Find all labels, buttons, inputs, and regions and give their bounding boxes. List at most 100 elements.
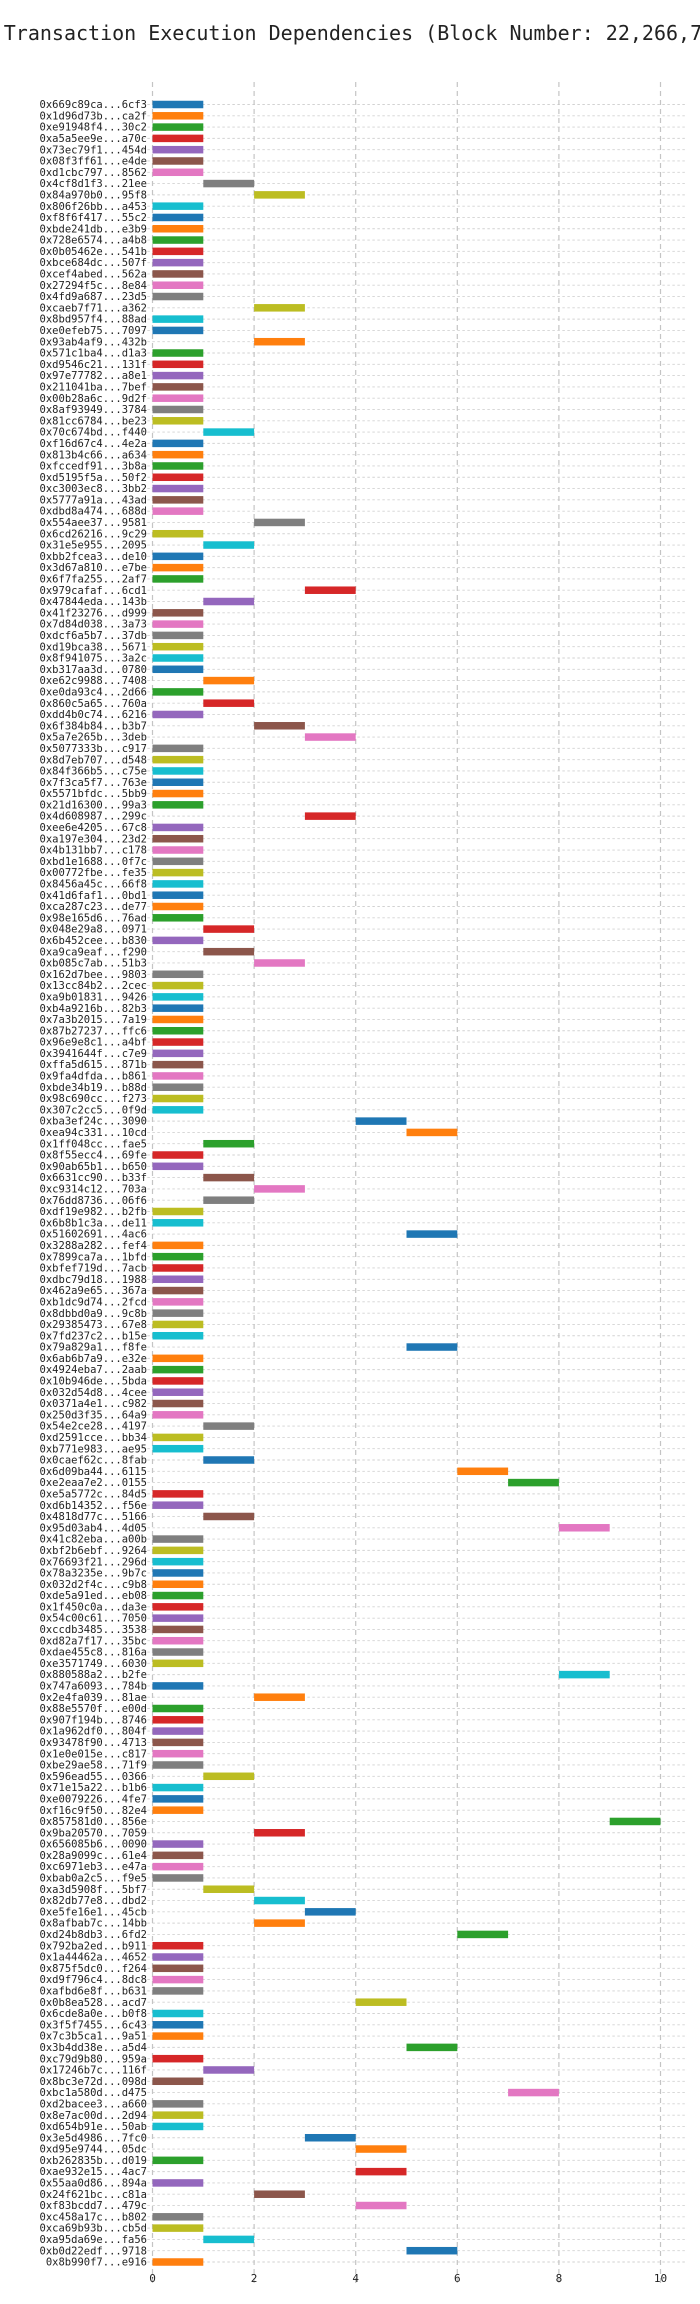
transaction-label: 0xb1dc9d74...2fcd [40,1296,147,1308]
transaction-bar [406,1230,458,1238]
transaction-bar [152,1004,204,1012]
transaction-bar [203,699,255,707]
transaction-label: 0x4fd9a687...23d5 [40,291,147,303]
transaction-bar [152,1840,204,1848]
transaction-label: 0xcaeb7f71...a362 [40,302,147,314]
transaction-label: 0x8f941075...3a2c [40,653,147,665]
transaction-bar [152,778,204,786]
transaction-bar [203,1885,255,1893]
transaction-bar [152,1162,204,1171]
transaction-label: 0x8f55ecc4...69fe [40,1150,147,1162]
transaction-label: 0xde5a91ed...eb08 [40,1590,147,1602]
transaction-bar [152,2224,204,2232]
transaction-bar [152,1151,204,1159]
bars [152,100,661,2266]
transaction-label: 0x10b946de...5bda [40,1376,147,1388]
transaction-bar [152,1636,204,1645]
transaction-label: 0x79a829a1...f8fe [40,1342,147,1354]
transaction-bar [254,1919,305,1927]
transaction-bar [152,1264,204,1272]
transaction-bar [152,1569,204,1577]
x-tick-label: 6 [454,2272,461,2285]
transaction-label: 0x0b8ea528...acd7 [40,1997,147,2009]
transaction-label: 0xe0efeb75...7097 [40,325,147,337]
transaction-label: 0xe5fe16e1...45cb [40,1906,147,1918]
transaction-label: 0xca287c23...de77 [40,901,147,913]
transaction-label: 0x307c2cc5...0f9d [40,1104,147,1116]
transaction-bar [152,1049,204,1058]
transaction-label: 0xbce684dc...507f [40,257,147,269]
transaction-bar [406,1343,458,1351]
transaction-bar [152,1241,204,1250]
transaction-label: 0x87b27237...ffc6 [40,1025,147,1037]
transaction-label: 0xcef4abed...562a [40,269,147,281]
transaction-label: 0xa197e304...23d2 [40,833,147,845]
transaction-label: 0xbb2fcea3...de10 [40,551,147,563]
transaction-label: 0xf16d67c4...4e2a [40,438,147,450]
transaction-label: 0x3f5f7455...6c43 [40,2019,147,2031]
transaction-label: 0xb0d22edf...9718 [40,2245,147,2257]
transaction-label: 0x6ab6b7a9...e32e [40,1353,147,1365]
transaction-bar [152,1682,204,1690]
transaction-bar [355,1117,407,1125]
transaction-bar [152,2258,204,2266]
transaction-label: 0xc458a17c...b802 [40,2211,147,2223]
transaction-label: 0xb317aa3d...0780 [40,664,147,676]
transaction-bar [203,2066,255,2074]
transaction-label: 0xee6e4205...67c8 [40,822,147,834]
transaction-bar [152,292,204,301]
transaction-bar [152,755,204,764]
transaction-label: 0x6f384b84...b3b7 [40,720,147,732]
transaction-label: 0x8dbbd0a9...9c8b [40,1308,147,1320]
transaction-label: 0x5571bfdc...5bb9 [40,788,147,800]
transaction-bar [152,1015,204,1024]
transaction-label: 0xba3ef24c...3090 [40,1116,147,1128]
transaction-bar [203,541,255,549]
transaction-bar [152,981,204,990]
transaction-bar [254,1829,305,1837]
transaction-bar [152,2054,204,2063]
transaction-bar [152,642,204,651]
transaction-label: 0x41f23276...d999 [40,607,147,619]
x-tick-labels: 0 2 4 6 8 10 [149,2272,667,2285]
transaction-label: 0x82db77e8...dbd2 [40,1895,147,1907]
transaction-label: 0xd5195f5a...50f2 [40,472,147,484]
transaction-bar [203,676,255,685]
transaction-label: 0x1ff048cc...fae5 [40,1138,147,1150]
transaction-label: 0x29385473...67e8 [40,1319,147,1331]
transaction-label: 0xe0079226...4fe7 [40,1793,147,1805]
transaction-label: 0x8b990f7...e916 [46,2257,147,2269]
transaction-bar [203,1422,255,1430]
x-tick-label: 4 [352,2272,359,2285]
transaction-bar [152,970,204,979]
transaction-label: 0x8bc3e72d...098d [40,2076,147,2088]
transaction-label: 0x7a3b2015...7a19 [40,1014,147,1026]
transaction-bar [152,405,204,414]
transaction-bar [152,168,204,177]
transaction-label: 0x6d09ba44...6115 [40,1466,147,1478]
transaction-label: 0xb771e983...ae95 [40,1443,147,1455]
transaction-bar [152,1365,204,1374]
transaction-bar [558,1524,610,1532]
transaction-bar [152,1444,204,1453]
transaction-bar [152,1749,204,1758]
transaction-bar [152,823,204,832]
transaction-label: 0x4818d77c...5166 [40,1511,147,1523]
transaction-bar [152,1331,204,1340]
transaction-label: 0x00b28a6c...9d2f [40,393,147,405]
transaction-bar [152,1783,204,1792]
transaction-label: 0xdcf6a5b7...37db [40,630,147,642]
transaction-label: 0x3d67a810...e7be [40,562,147,574]
transaction-bar [152,1874,204,1882]
transaction-label: 0xe5a5772c...84d5 [40,1488,147,1500]
transaction-bar [152,1862,204,1871]
transaction-bar [304,733,356,741]
transaction-label: 0x8af93949...3784 [40,404,147,416]
transaction-label: 0x93ab4af9...432b [40,336,147,348]
transaction-label: 0x70c674bd...f440 [40,427,147,439]
transaction-bar [152,1298,204,1306]
transaction-label: 0xb262835b...d019 [40,2155,147,2167]
transaction-label: 0xccdb3485...3538 [40,1624,147,1636]
transaction-label: 0x7899ca7a...1bfd [40,1251,147,1263]
transaction-label: 0x84a970b0...95f8 [40,189,147,201]
